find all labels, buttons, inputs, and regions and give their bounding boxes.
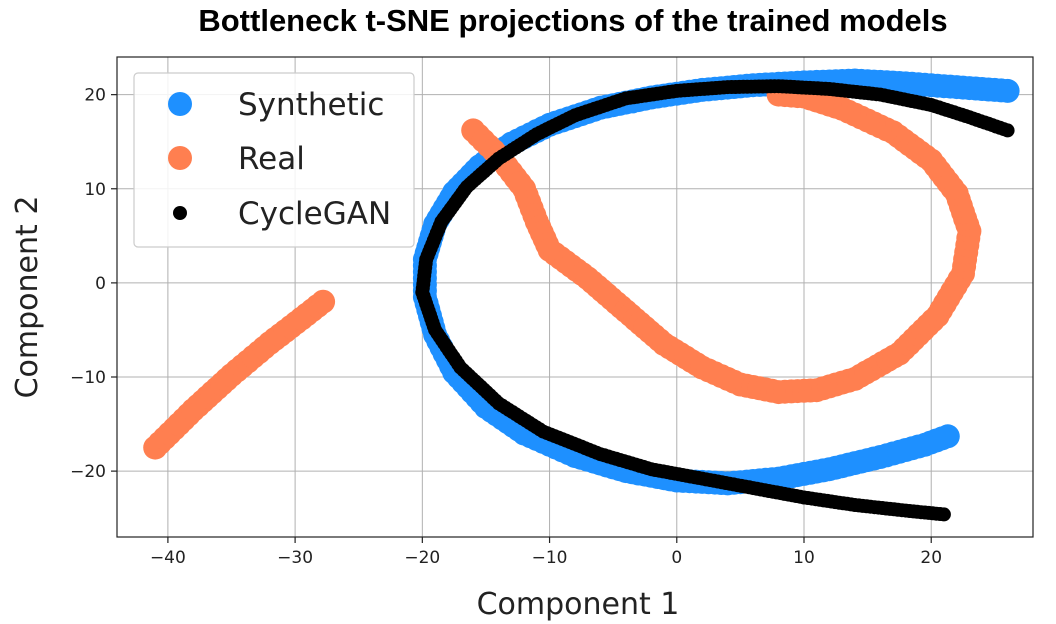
y-tick-label: 10 (84, 180, 106, 200)
legend-marker-real (168, 146, 192, 170)
x-tick-label: 10 (793, 548, 815, 568)
y-tick-label: −20 (70, 462, 106, 482)
chart-title: Bottleneck t-SNE projections of the trai… (198, 3, 947, 38)
scatter-series (143, 68, 1020, 522)
plot-frame (116, 56, 1034, 538)
scatter-point (936, 507, 951, 522)
legend-box (133, 72, 415, 248)
series-cyclegan (415, 79, 1015, 522)
legend-marker-synthetic (168, 92, 192, 116)
x-tick-label: −30 (277, 548, 313, 568)
y-tick-label: −10 (70, 368, 106, 388)
legend-label-real: Real (238, 141, 305, 177)
x-axis-label: Component 1 (477, 587, 680, 622)
legend-label-cyclegan: CycleGAN (238, 196, 391, 232)
legend-marker-cyclegan (173, 206, 187, 220)
y-axis-label: Component 2 (10, 196, 45, 399)
y-tick-label: 0 (95, 274, 106, 294)
legend-label-synthetic: Synthetic (238, 87, 384, 123)
axis-ticks: −40 −30 −20 −10 0 10 20 −20 −10 0 10 20 (70, 86, 942, 568)
scatter-point (311, 289, 336, 314)
x-tick-label: −20 (404, 548, 440, 568)
y-tick-label: 20 (84, 86, 106, 106)
x-tick-label: −40 (150, 548, 186, 568)
x-tick-label: 20 (920, 548, 942, 568)
x-tick-label: 0 (671, 548, 682, 568)
legend: Synthetic Real CycleGAN (133, 72, 415, 248)
x-tick-label: −10 (532, 548, 568, 568)
scatter-point (935, 424, 960, 449)
